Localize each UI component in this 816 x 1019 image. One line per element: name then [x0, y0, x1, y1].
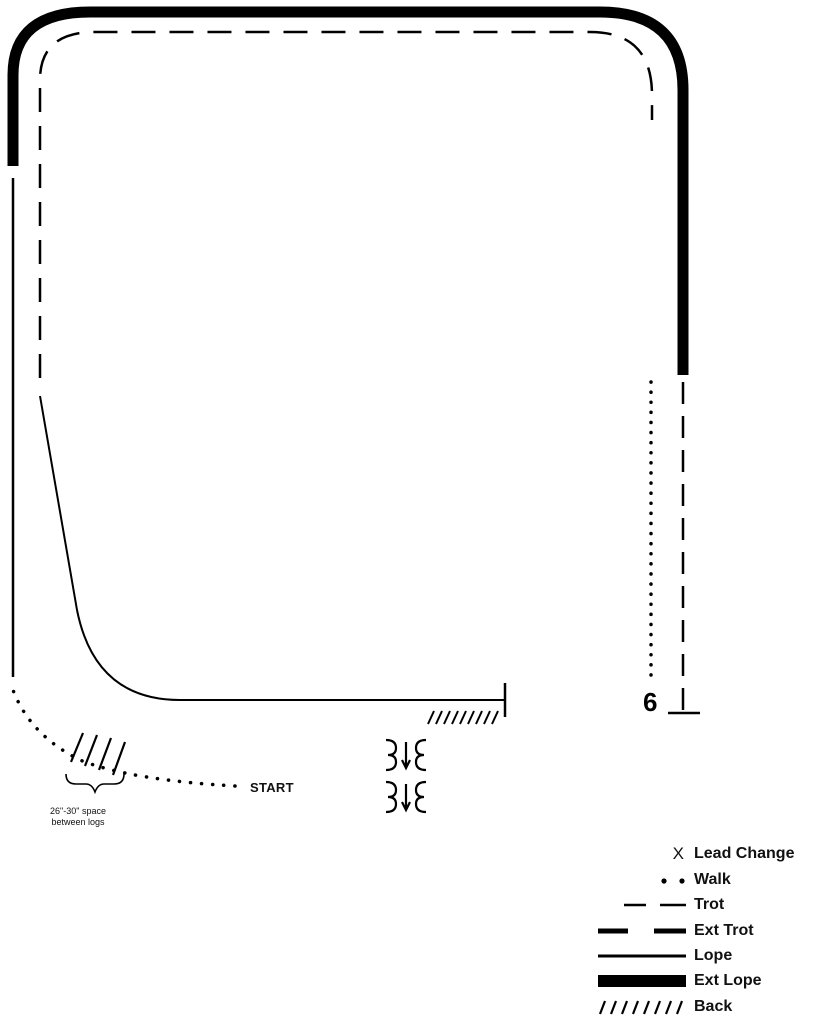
legend-item-ext-trot: Ext Trot — [596, 919, 814, 943]
legend-item-ext-lope: Ext Lope — [596, 969, 814, 993]
lope-icon — [598, 954, 686, 958]
lead-change-icon: X — [672, 844, 684, 863]
logs-note-line-1: 26"-30" space — [50, 806, 106, 816]
legend-item-back: Back — [596, 995, 814, 1019]
legend-label: Walk — [694, 871, 731, 888]
legend-label: Lead Change — [694, 845, 795, 862]
legend-label: Back — [694, 998, 733, 1015]
logs-note-line-2: between logs — [51, 817, 105, 827]
walk-icon — [661, 878, 685, 884]
legend-label: Lope — [694, 947, 733, 964]
walk-path-start — [11, 688, 237, 788]
lope-path-bottom — [39, 395, 505, 701]
legend-label: Trot — [694, 896, 725, 913]
legend-label: Ext Lope — [694, 972, 762, 989]
logs-note: 26"-30" space between logs — [30, 806, 126, 828]
pivot-symbol-1 — [385, 738, 427, 772]
ext-lope-icon — [598, 975, 686, 987]
logs — [69, 732, 127, 776]
back-icon — [598, 1000, 684, 1015]
legend-item-lead-change: X Lead Change — [596, 842, 814, 866]
logs-brace — [65, 773, 125, 795]
ext-lope-path — [7, 6, 689, 375]
marker-six: 6 — [643, 687, 657, 717]
legend-item-walk: Walk — [596, 868, 814, 892]
pivot-symbol-2 — [385, 780, 427, 814]
trot-path — [38, 30, 654, 378]
legend-item-lope: Lope — [596, 944, 814, 968]
trot-icon — [624, 903, 686, 907]
ext-trot-icon — [598, 928, 686, 934]
start-label: START — [250, 780, 294, 795]
legend-label: Ext Trot — [694, 922, 754, 939]
back-hatch — [427, 710, 499, 725]
legend-item-trot: Trot — [596, 893, 814, 917]
